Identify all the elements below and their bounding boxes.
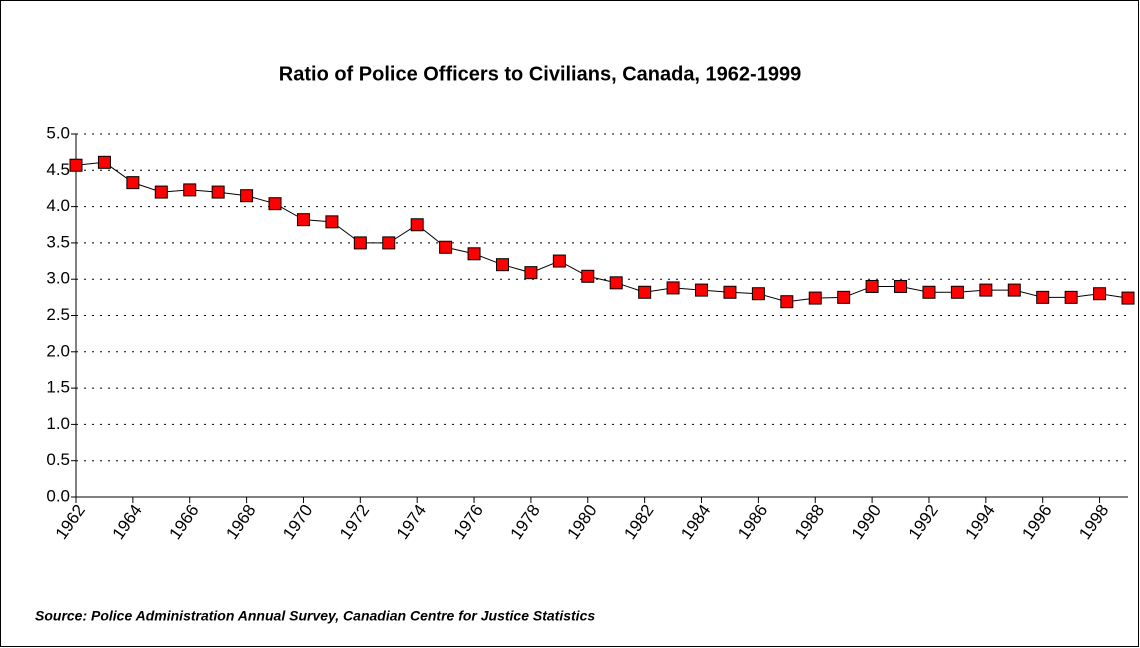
marker [922, 285, 936, 299]
marker [552, 254, 566, 268]
y-tick-label: 4.0 [46, 196, 70, 215]
y-tick-label: 1.5 [46, 378, 70, 397]
chart-title: Ratio of Police Officers to Civilians, C… [279, 63, 801, 85]
y-tick-label: 1.0 [46, 414, 70, 433]
y-tick-label: 2.5 [46, 305, 70, 324]
marker [382, 236, 396, 250]
marker [780, 295, 794, 309]
marker [808, 291, 822, 305]
marker [1036, 290, 1050, 304]
marker [751, 287, 765, 301]
marker [695, 283, 709, 297]
marker [69, 158, 83, 172]
y-tick-label: 2.0 [46, 341, 70, 360]
y-tick-label: 0.5 [46, 450, 70, 469]
marker [1121, 291, 1135, 305]
marker [296, 213, 310, 227]
y-tick-label: 0.0 [46, 486, 70, 505]
marker [1007, 283, 1021, 297]
marker [467, 247, 481, 261]
marker [1093, 287, 1107, 301]
source-note: Source: Police Administration Annual Sur… [35, 608, 595, 624]
marker [837, 290, 851, 304]
marker [1064, 290, 1078, 304]
marker [666, 281, 680, 295]
marker [609, 276, 623, 290]
marker [524, 266, 538, 280]
marker [950, 285, 964, 299]
marker [723, 285, 737, 299]
y-tick-label: 4.5 [46, 160, 70, 179]
marker [97, 155, 111, 169]
y-tick-label: 5.0 [46, 123, 70, 142]
y-tick-label: 3.0 [46, 269, 70, 288]
marker [581, 269, 595, 283]
marker [865, 279, 879, 293]
marker [154, 185, 168, 199]
marker [211, 185, 225, 199]
marker [325, 215, 339, 229]
marker [240, 189, 254, 203]
marker [268, 197, 282, 211]
y-tick-label: 3.5 [46, 232, 70, 251]
marker [979, 283, 993, 297]
marker [894, 279, 908, 293]
marker [183, 183, 197, 197]
marker [410, 218, 424, 232]
marker [495, 258, 509, 272]
marker [638, 285, 652, 299]
marker [353, 236, 367, 250]
marker [439, 240, 453, 254]
marker [126, 176, 140, 190]
